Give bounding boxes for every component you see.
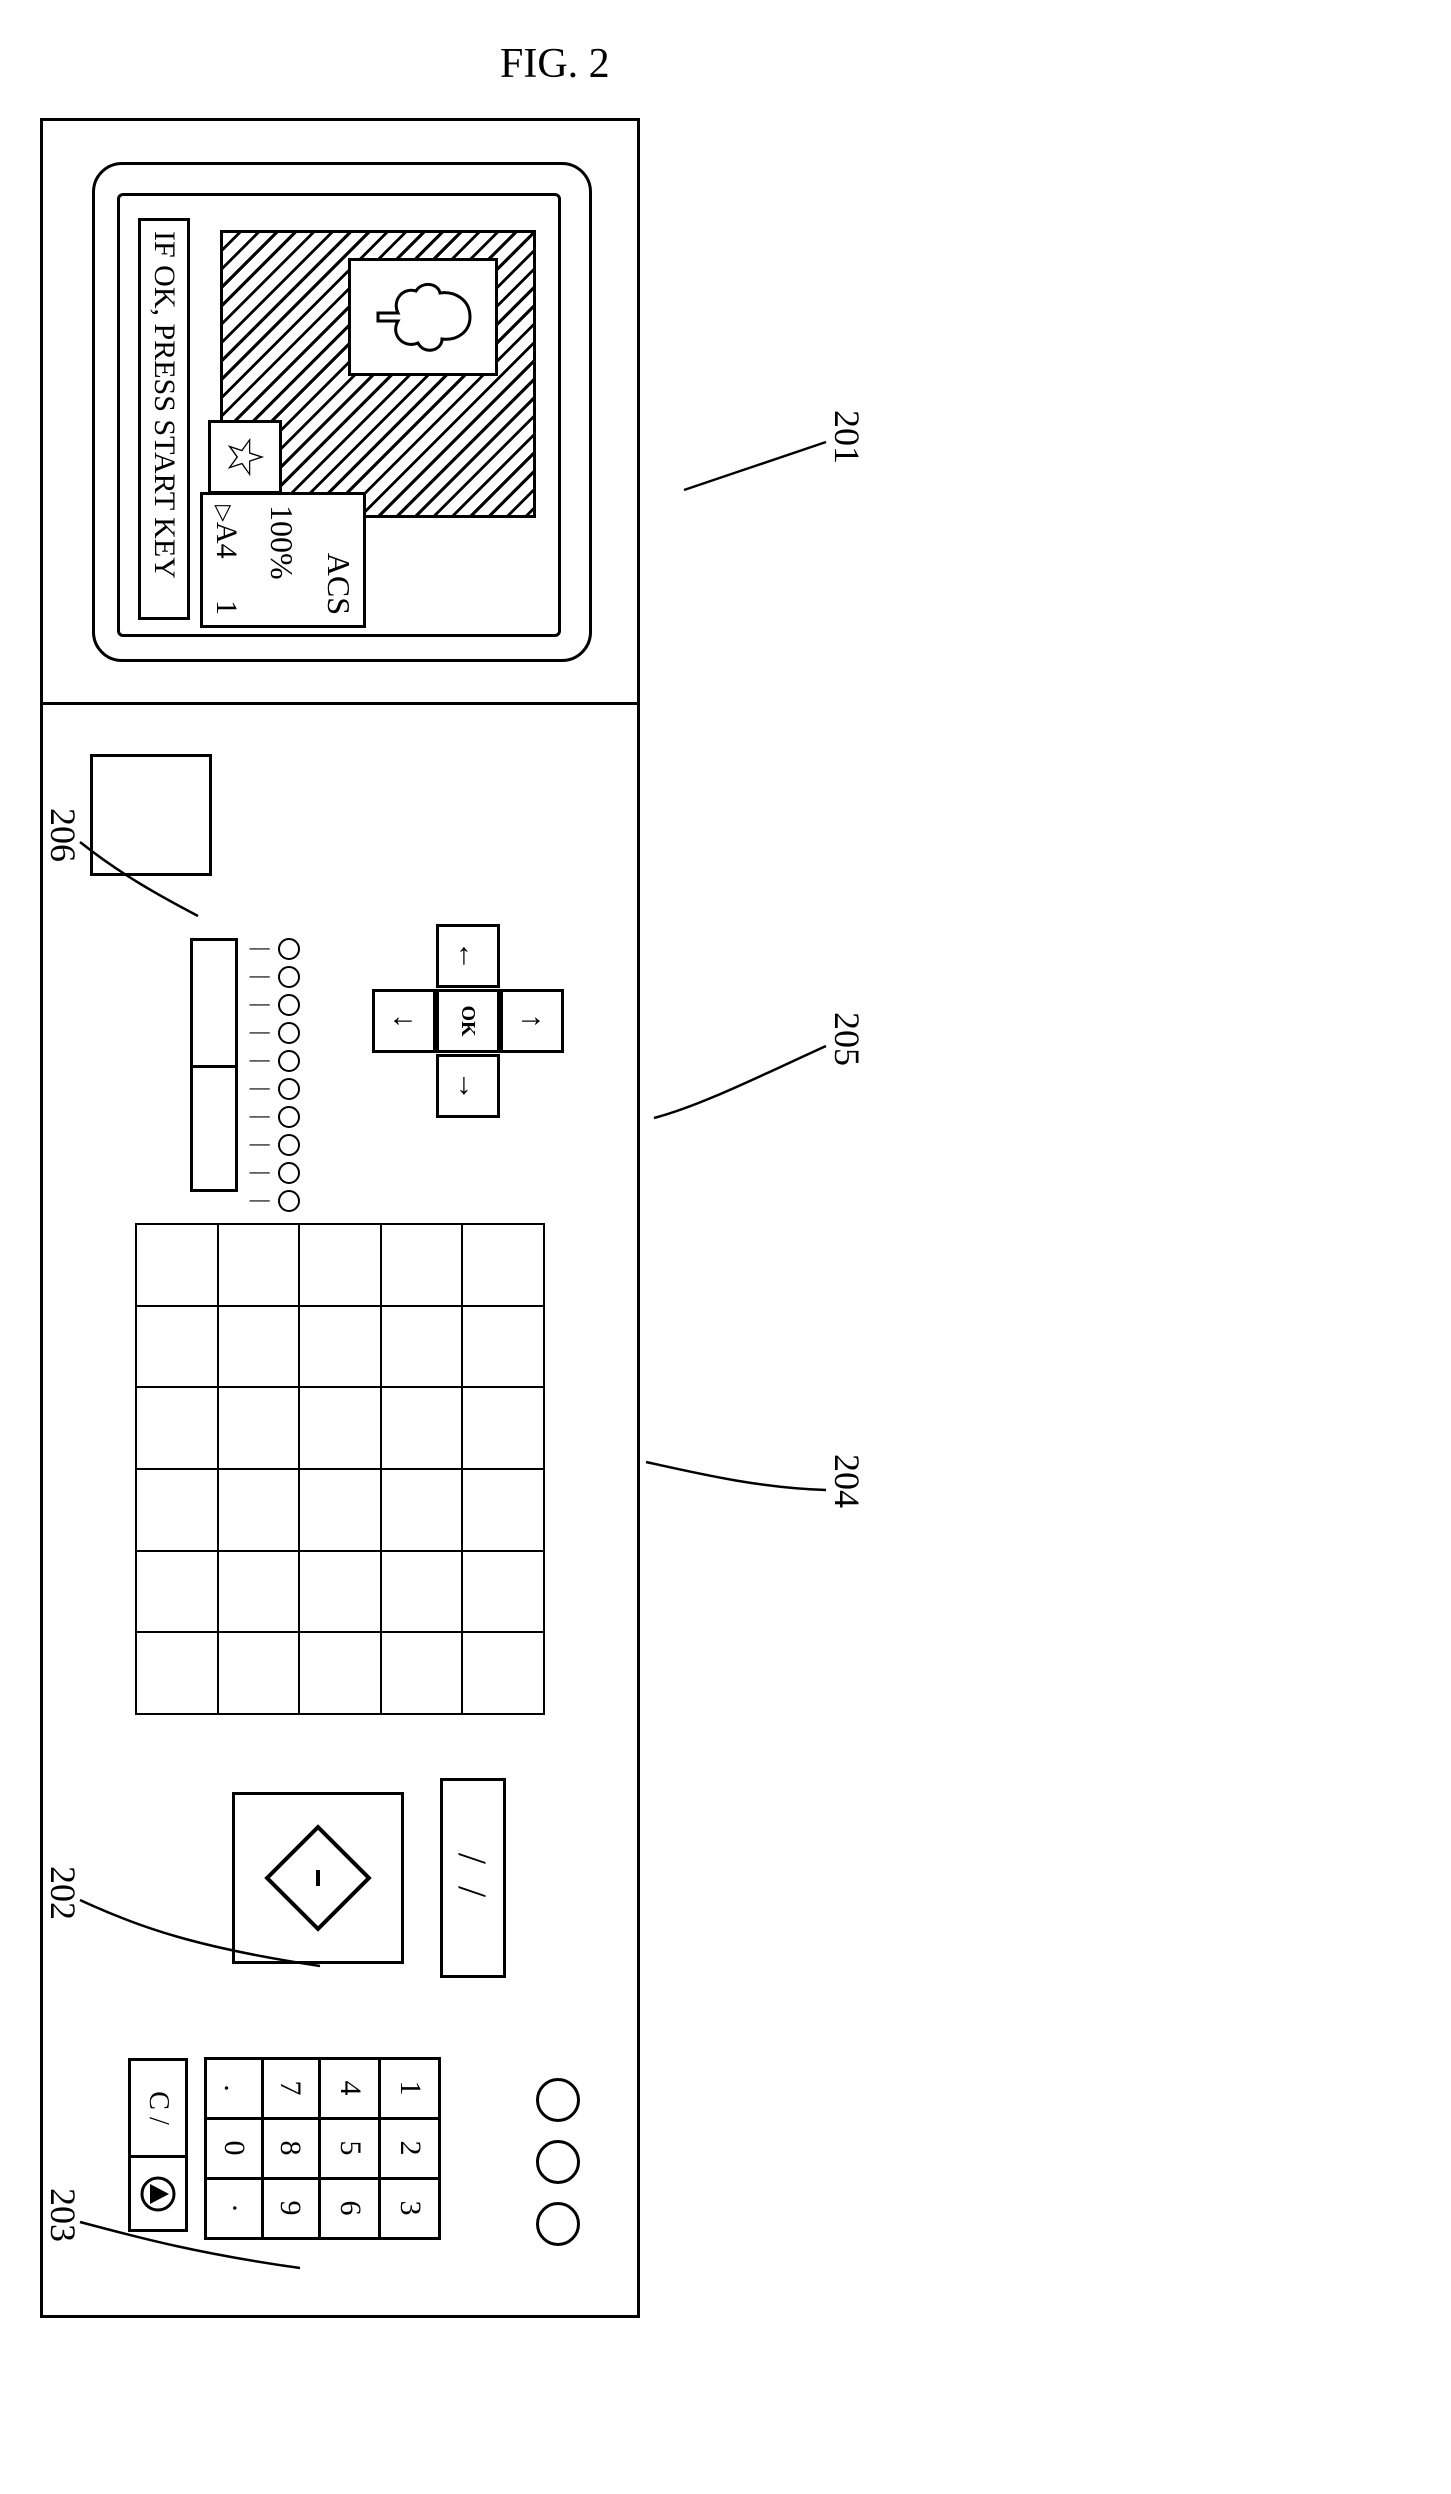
operation-panel: ☆ ACS 100% ▷A4 1 IF OK, PRESS START KEY	[40, 118, 1411, 2454]
figure-title: FIG. 2	[500, 40, 1411, 88]
leader-lines	[40, 118, 860, 2454]
